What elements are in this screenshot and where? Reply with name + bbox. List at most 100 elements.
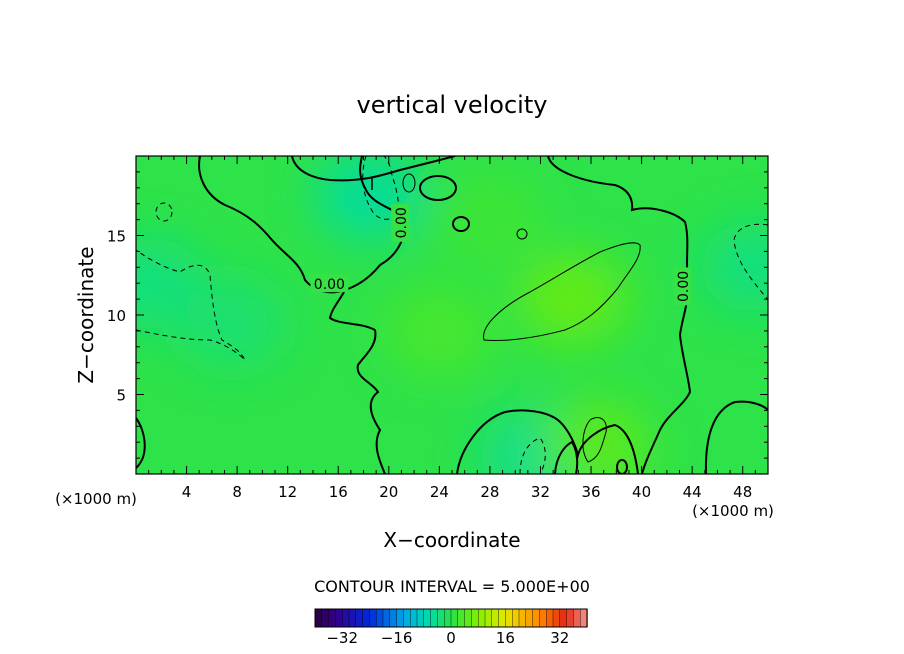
colorbar-swatch	[573, 608, 581, 628]
zero-contour-line	[554, 440, 579, 474]
colorbar-swatch	[505, 608, 513, 628]
zero-contour-line	[704, 400, 768, 474]
colorbar-swatch	[430, 608, 439, 628]
field-feature	[517, 254, 628, 345]
x-tick-label: 36	[581, 483, 600, 501]
colorbar-swatch	[389, 608, 398, 628]
colorbar-swatch	[342, 608, 350, 628]
colorbar-swatch	[369, 608, 377, 628]
colorbar-swatch	[362, 608, 371, 628]
colorbar-swatch	[410, 608, 418, 628]
colorbar-swatch	[484, 608, 493, 628]
colorbar-swatch	[552, 608, 561, 628]
negative-contour-line	[733, 223, 768, 301]
colorbar-swatch	[532, 608, 541, 628]
colorbar-swatch	[403, 608, 411, 628]
colorbar-swatch	[559, 608, 568, 628]
colorbar-swatch	[539, 608, 547, 628]
plot-area: 0.00 0.00 0.00	[135, 155, 769, 475]
x-tick-label: 40	[632, 483, 651, 501]
velocity-field	[136, 156, 768, 474]
x-tick-label: 24	[430, 483, 449, 501]
colorbar-swatch	[423, 608, 432, 628]
field-feature	[384, 285, 495, 376]
contour-label-bg	[310, 274, 349, 293]
x-tick-label: 20	[379, 483, 398, 501]
colorbar-swatch	[314, 608, 323, 628]
colorbar-tick-label: 0	[446, 629, 456, 647]
colorbar-tick-label: 32	[550, 629, 569, 647]
field-feature	[434, 174, 545, 265]
zero-contour-line	[198, 156, 404, 294]
colorbar-swatch	[382, 608, 391, 628]
positive-contour-line	[516, 228, 528, 240]
positive-contour-line	[483, 242, 641, 341]
colorbar-swatch	[328, 608, 337, 628]
colorbar-swatch	[471, 608, 479, 628]
zero-contour-line	[291, 156, 456, 182]
colorbar-swatch	[450, 608, 459, 628]
field-feature	[542, 400, 653, 474]
zero-contour-line	[616, 459, 628, 474]
colorbar-swatch	[546, 608, 554, 628]
x-tick-label: 48	[733, 483, 752, 501]
contour-label-bg	[391, 203, 410, 242]
colorbar-swatch	[396, 608, 405, 628]
colorbar-swatch	[498, 608, 507, 628]
x-tick-label: 44	[683, 483, 702, 501]
x-unit-left: (×1000 m)	[55, 490, 137, 508]
colorbar-swatch	[518, 608, 527, 628]
colorbar-swatch	[512, 608, 520, 628]
x-tick-label: 4	[182, 483, 192, 501]
x-tick-label: 8	[232, 483, 242, 501]
negative-contour-line	[362, 156, 399, 220]
colorbar-swatch	[335, 608, 343, 628]
chart-title: vertical velocity	[357, 91, 548, 119]
colorbar: −32 −16 0 16 32	[314, 608, 588, 647]
positive-contour-line	[402, 173, 416, 193]
x-tick-label: 28	[480, 483, 499, 501]
field-feature	[175, 277, 286, 368]
colorbar-swatch	[566, 608, 575, 628]
zero-contour-line	[452, 216, 470, 232]
field-feature	[700, 222, 768, 313]
y-tick-label: 5	[116, 387, 126, 405]
x-tick-label: 12	[278, 483, 297, 501]
colorbar-swatch	[321, 608, 330, 628]
x-axis-label: X−coordinate	[383, 528, 520, 552]
contour-label: 0.00	[394, 207, 410, 238]
colorbar-swatch	[444, 608, 452, 628]
contour-label: 0.00	[314, 277, 345, 293]
colorbar-swatch	[525, 608, 534, 628]
colorbar-swatch	[376, 608, 384, 628]
colorbar-swatch	[478, 608, 486, 628]
colorbar-tick-label: −16	[381, 629, 413, 647]
colorbar-swatch	[457, 608, 466, 628]
x-tick-label: 16	[329, 483, 348, 501]
negative-contour-line	[136, 249, 246, 361]
y-tick-label: 10	[107, 307, 126, 325]
colorbar-tick-label: −32	[326, 629, 358, 647]
positive-contour-line	[582, 417, 607, 463]
zero-contour-line	[419, 175, 457, 201]
colorbar-swatch	[355, 608, 364, 628]
colorbar-swatch	[580, 608, 588, 628]
y-axis-label: Z−coordinate	[74, 246, 98, 383]
zero-contour-line	[456, 409, 639, 474]
colorbar-frame	[314, 608, 588, 628]
contour-label-bg	[673, 267, 692, 306]
colorbar-swatch	[464, 608, 473, 628]
contour-labels: 0.00 0.00 0.00	[310, 203, 692, 306]
colorbar-tick-label: 16	[496, 629, 515, 647]
colorbar-swatch	[348, 608, 357, 628]
colorbar-swatch	[491, 608, 500, 628]
x-tick-label: 32	[531, 483, 550, 501]
zero-contour-line	[328, 289, 386, 474]
x-unit-right: (×1000 m)	[692, 502, 774, 520]
zero-contour-line	[136, 417, 146, 469]
contour-interval-label: CONTOUR INTERVAL = 5.000E+00	[314, 577, 590, 596]
negative-contour-line	[155, 202, 173, 222]
colorbar-swatch	[416, 608, 425, 628]
contour-label: 0.00	[676, 271, 692, 302]
